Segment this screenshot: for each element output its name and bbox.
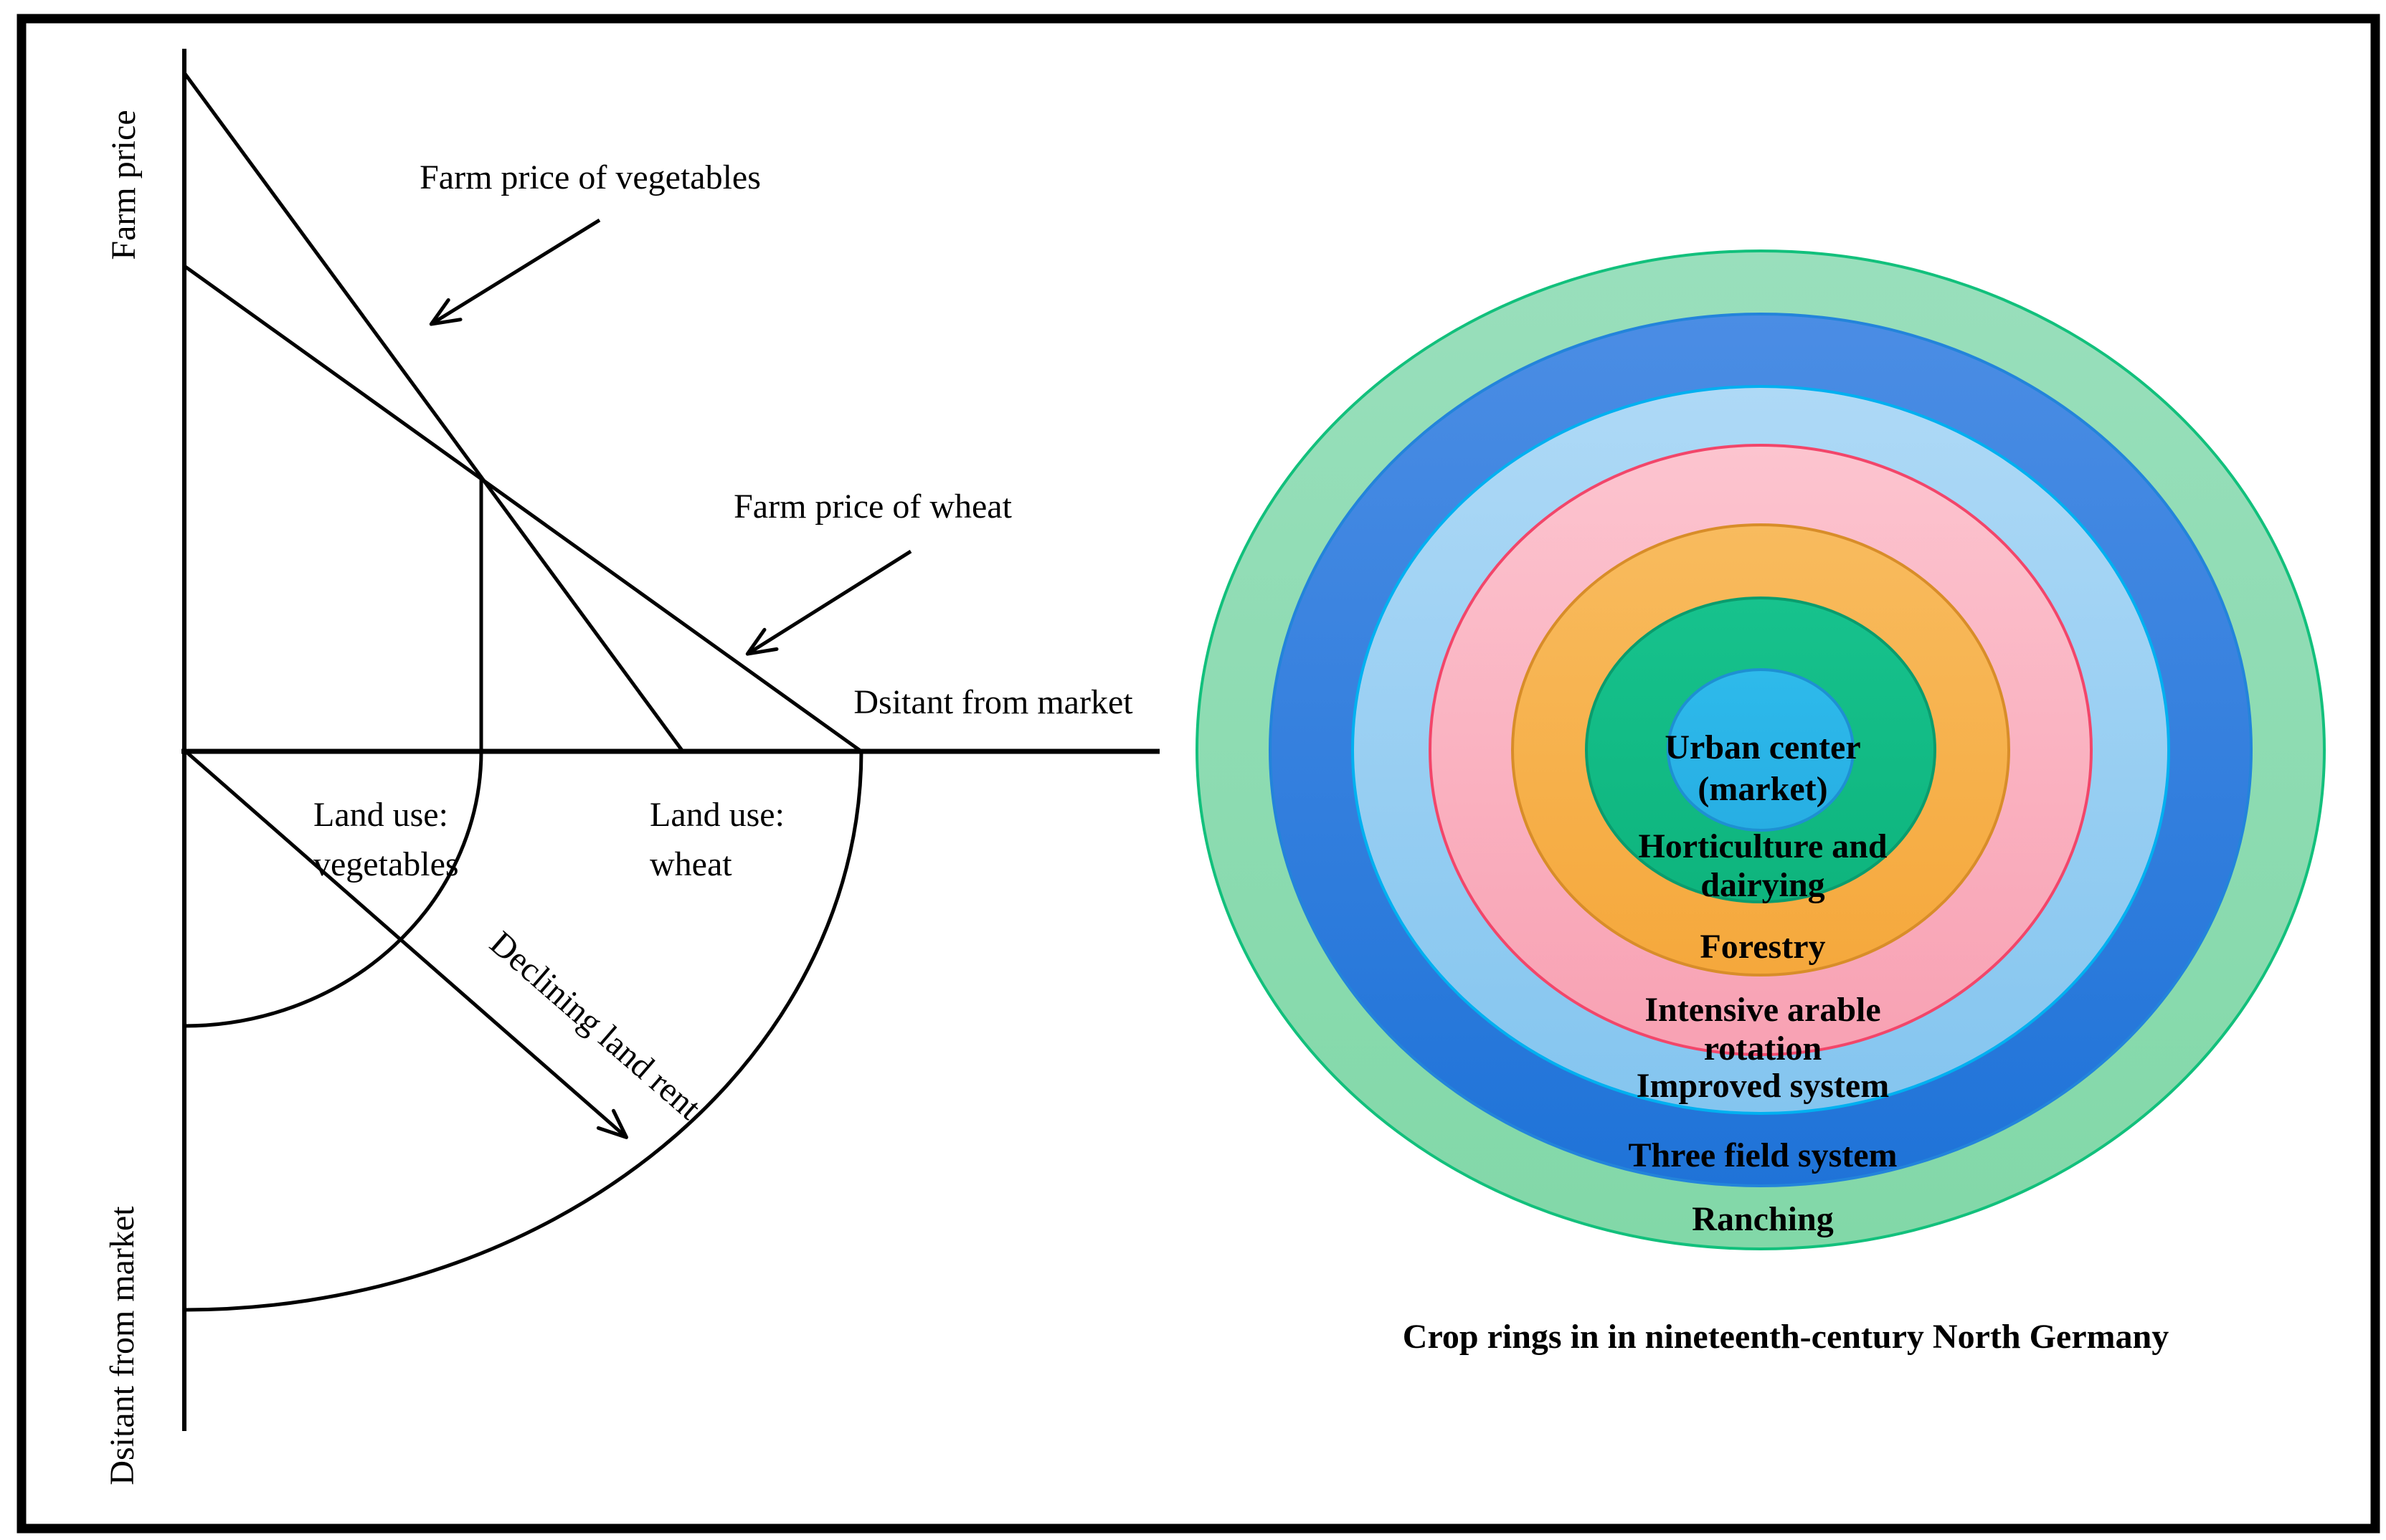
label-urban-center-line1: Urban center xyxy=(1665,728,1860,766)
label-intensive-line1: Intensive arable xyxy=(1644,991,1880,1029)
label-horticulture-line1: Horticulture and xyxy=(1638,827,1887,865)
label-urban-center-line2: (market) xyxy=(1698,770,1827,808)
label-improved-system: Improved system xyxy=(1637,1067,1889,1105)
land-use-wheat-line2: wheat xyxy=(650,845,732,883)
land-use-wheat-line1: Land use: xyxy=(650,796,785,834)
page-border xyxy=(16,14,2380,1534)
price-distance-graph: Farm price Dsitant from market Farm pric… xyxy=(103,49,1160,1486)
declining-rent-arrow xyxy=(185,751,629,1139)
x-axis-label: Dsitant from market xyxy=(853,683,1133,721)
figure-caption: Crop rings in in nineteenth-century Nort… xyxy=(1403,1318,2169,1356)
label-intensive-line2: rotation xyxy=(1704,1030,1822,1068)
wheat-zone-arc xyxy=(184,751,863,1312)
label-forestry: Forestry xyxy=(1700,928,1825,966)
land-use-vegetables-line2: vegetables xyxy=(313,845,459,883)
wheat-label-arrow xyxy=(745,549,912,656)
wheat-curve-label: Farm price of wheat xyxy=(734,488,1013,526)
vegetables-zone-arc xyxy=(184,751,483,1028)
y-axis-label: Farm price xyxy=(105,110,143,260)
label-three-field-system: Three field system xyxy=(1628,1136,1897,1174)
vegetables-price-line xyxy=(183,72,685,753)
declining-rent-label: Declining land rent xyxy=(483,924,709,1128)
wheat-price-line xyxy=(183,264,863,754)
ring-urban-center xyxy=(1667,668,1855,832)
label-horticulture-line2: dairying xyxy=(1700,866,1824,904)
crop-rings-diagram: Urban center (market) Horticulture and d… xyxy=(1196,249,2326,1250)
y-axis-bottom-label: Dsitant from market xyxy=(103,1206,141,1486)
label-ranching: Ranching xyxy=(1692,1200,1833,1238)
vegetables-label-arrow xyxy=(429,218,601,326)
vegetables-curve-label: Farm price of vegetables xyxy=(420,158,761,196)
land-use-vegetables-line1: Land use: xyxy=(313,796,448,834)
